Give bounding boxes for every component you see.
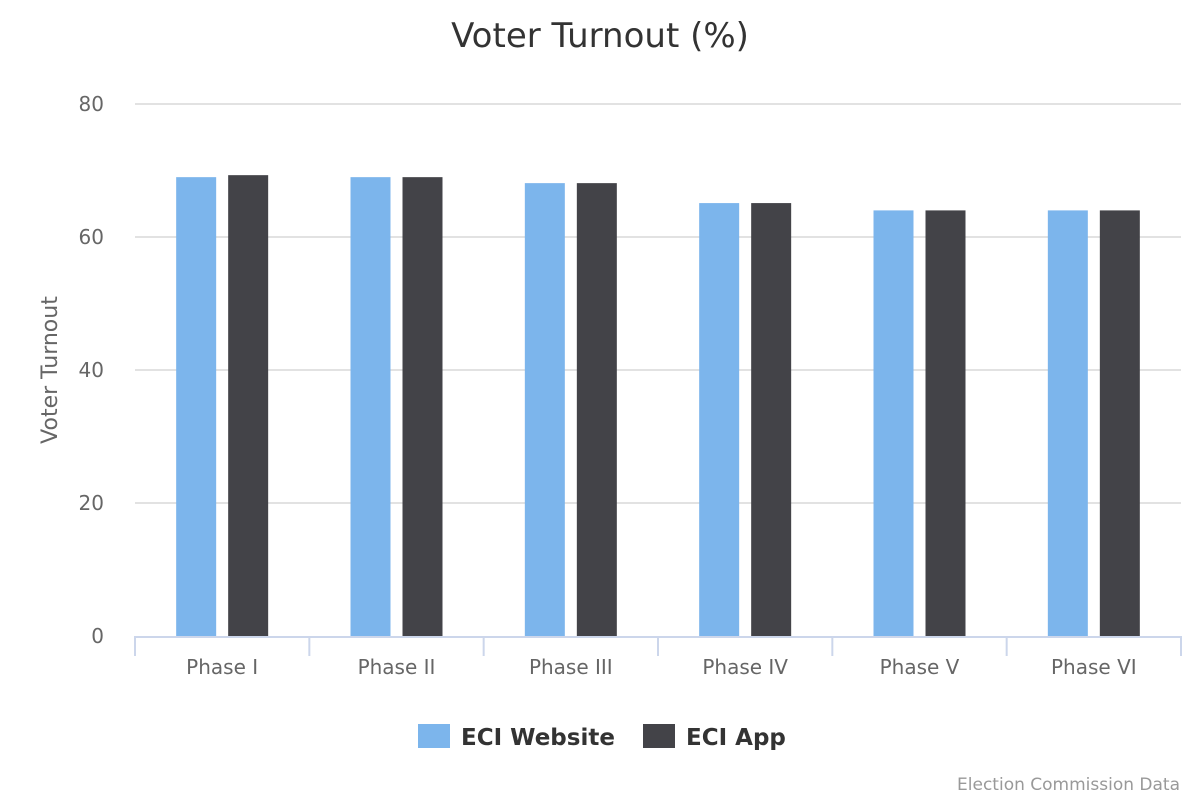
- bar-eci-app: [402, 177, 443, 636]
- y-tick-label: 0: [91, 624, 104, 648]
- bar-eci-app: [1099, 210, 1140, 636]
- bar-eci-website: [1047, 210, 1088, 636]
- x-tick-label: Phase I: [186, 655, 258, 679]
- x-tick-label: Phase III: [529, 655, 613, 679]
- y-tick-label: 40: [79, 358, 104, 382]
- bar-eci-website: [176, 177, 217, 636]
- x-axis: Phase I Phase II Phase III Phase IV Phase V P…: [134, 636, 1182, 679]
- x-tick-label: Phase IV: [702, 655, 788, 679]
- y-axis-ticks: 0 20 40 60 80: [79, 92, 104, 648]
- y-tick-label: 80: [79, 92, 104, 116]
- bars: [176, 175, 1140, 636]
- y-tick-label: 60: [79, 225, 104, 249]
- bar-eci-website: [873, 210, 914, 636]
- bar-eci-website: [699, 203, 740, 636]
- bar-eci-app: [751, 203, 792, 636]
- x-tick-label: Phase II: [358, 655, 436, 679]
- legend-swatch: [643, 724, 675, 748]
- y-axis-label: Voter Turnout: [38, 296, 63, 444]
- bar-eci-app: [576, 183, 617, 636]
- credits-text: Election Commission Data: [957, 775, 1180, 795]
- bar-eci-app: [925, 210, 966, 636]
- bar-eci-app: [228, 175, 269, 636]
- chart-title: Voter Turnout (%): [451, 16, 749, 56]
- legend: ECI Website ECI App: [418, 724, 786, 751]
- gridlines: [135, 103, 1181, 504]
- legend-label: ECI Website: [461, 725, 615, 751]
- y-tick-label: 20: [79, 491, 104, 515]
- x-tick-label: Phase VI: [1051, 655, 1137, 679]
- bar-eci-website: [524, 183, 565, 636]
- legend-label: ECI App: [686, 725, 786, 751]
- bar-eci-website: [350, 177, 391, 636]
- legend-swatch: [418, 724, 450, 748]
- x-tick-label: Phase V: [880, 655, 960, 679]
